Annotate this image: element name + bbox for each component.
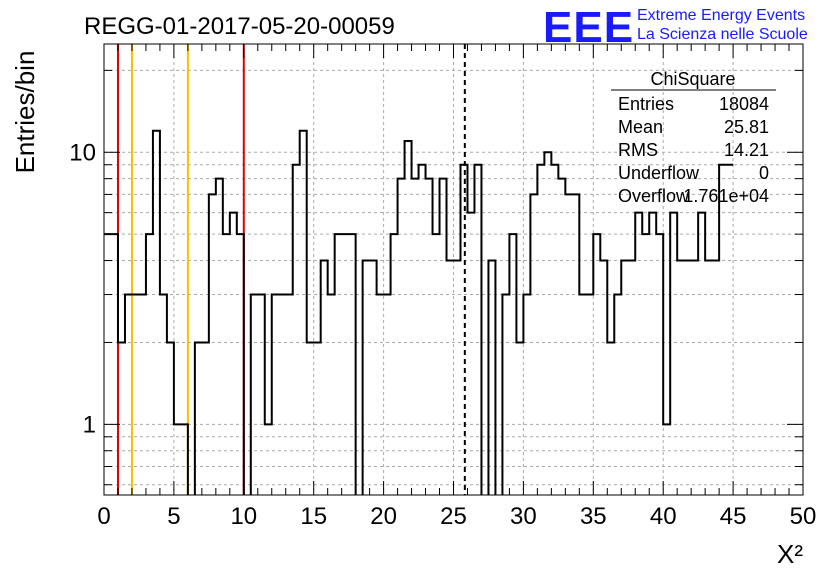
x-tick-label: 35 xyxy=(580,503,607,530)
stats-label-rms: RMS xyxy=(618,140,658,160)
histogram-series xyxy=(104,129,734,495)
x-axis-title: X² xyxy=(777,539,803,569)
stats-value-entries: 18084 xyxy=(719,94,769,114)
run-title: REGG-01-2017-05-20-00059 xyxy=(84,13,395,40)
stats-title: ChiSquare xyxy=(650,69,735,89)
x-tick-label: 5 xyxy=(167,503,180,530)
stats-label-entries: Entries xyxy=(618,94,674,114)
tick-labels: 0 5 10 15 20 25 30 35 40 45 50 1 10 xyxy=(69,139,816,530)
grid-layer xyxy=(104,44,803,495)
stats-label-mean: Mean xyxy=(618,117,663,137)
x-tick-label: 50 xyxy=(790,503,817,530)
y-tick-label: 10 xyxy=(69,139,96,166)
stats-value-mean: 25.81 xyxy=(724,117,769,137)
x-tick-label: 20 xyxy=(370,503,397,530)
x-tick-label: 0 xyxy=(97,503,110,530)
x-tick-label: 15 xyxy=(300,503,327,530)
stats-label-overflow: Overflow xyxy=(618,186,690,206)
logo-subtitle-line1: Extreme Energy Events xyxy=(637,7,805,24)
stats-label-underflow: Underflow xyxy=(618,163,700,183)
logo-subtitle-line2: La Scienza nelle Scuole xyxy=(637,26,808,43)
eee-logo: EEE xyxy=(543,3,634,52)
y-axis-title: Entries/bin xyxy=(10,51,40,174)
x-tick-label: 30 xyxy=(510,503,537,530)
stats-value-overflow: 1.761e+04 xyxy=(683,186,769,206)
x-tick-label: 25 xyxy=(440,503,467,530)
histogram-line xyxy=(104,129,734,495)
axes xyxy=(103,43,804,496)
x-tick-label: 45 xyxy=(720,503,747,530)
x-tick-label: 10 xyxy=(230,503,257,530)
stats-value-rms: 14.21 xyxy=(724,140,769,160)
stats-value-underflow: 0 xyxy=(759,163,769,183)
y-tick-label: 1 xyxy=(83,411,96,438)
stats-box: ChiSquare Entries 18084 Mean 25.81 RMS 1… xyxy=(611,69,776,206)
x-tick-label: 40 xyxy=(650,503,677,530)
